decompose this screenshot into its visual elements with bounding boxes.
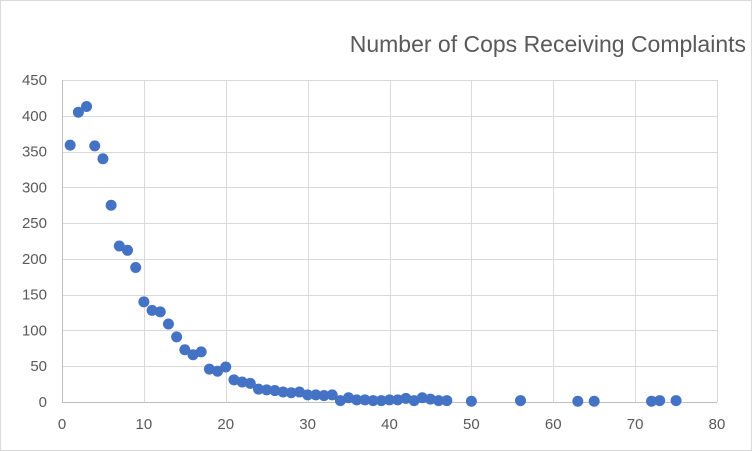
x-tick-label: 20 (217, 416, 234, 433)
x-tick-label: 60 (545, 416, 562, 433)
data-point (375, 395, 387, 407)
x-tick-label: 0 (58, 416, 66, 433)
data-point (72, 106, 84, 118)
data-point (424, 393, 436, 405)
data-point (670, 395, 682, 407)
data-point (154, 306, 166, 318)
data-point (359, 394, 371, 406)
data-point (269, 385, 281, 397)
data-point (646, 395, 657, 407)
data-point (367, 395, 379, 407)
y-tick-label: 350 (22, 144, 47, 161)
data-point (113, 240, 125, 252)
data-point (441, 395, 453, 407)
y-tick-label: 450 (22, 72, 47, 89)
data-point (433, 395, 445, 407)
data-point (171, 331, 183, 343)
y-tick-label: 150 (22, 287, 47, 304)
data-point (654, 395, 666, 407)
data-point (105, 199, 117, 211)
data-point (195, 346, 207, 358)
x-tick-label: 70 (627, 416, 644, 433)
x-tick-label: 30 (299, 416, 316, 433)
data-points (64, 100, 682, 407)
data-point (138, 296, 150, 308)
y-tick-label: 0 (39, 394, 47, 411)
x-tick-label: 10 (136, 416, 153, 433)
data-point (64, 139, 76, 151)
data-point (277, 386, 289, 398)
data-point (261, 384, 273, 396)
data-point (572, 395, 584, 407)
data-point (302, 389, 314, 401)
data-point (253, 383, 264, 395)
data-point (416, 392, 428, 404)
data-point (162, 318, 174, 330)
data-point (515, 395, 526, 407)
chart-title: Number of Cops Receiving Complaints (350, 31, 746, 57)
x-tick-label: 50 (463, 416, 480, 433)
data-point (244, 377, 256, 389)
data-point (326, 389, 338, 401)
data-point (212, 365, 224, 377)
axes (62, 80, 717, 403)
data-point (179, 344, 191, 356)
y-tick-label: 50 (30, 358, 47, 375)
x-tick-label: 40 (381, 416, 398, 433)
data-point (220, 361, 232, 373)
data-point (285, 387, 297, 399)
data-point (122, 244, 133, 256)
y-tick-label: 200 (22, 251, 47, 268)
data-point (392, 394, 404, 406)
data-point (97, 153, 109, 165)
data-point (384, 394, 395, 406)
data-point (465, 395, 477, 407)
y-tick-label: 250 (22, 215, 47, 232)
data-point (89, 140, 101, 152)
y-tick-label: 100 (22, 322, 47, 339)
y-tick-label: 400 (22, 108, 47, 125)
tick-labels: 0 50 100 150 200 250 300 350 400 450 0 10 20 30 40 50 60… (22, 72, 725, 433)
data-point (81, 100, 93, 112)
y-tick-label: 300 (22, 179, 47, 196)
gridlines (62, 80, 718, 402)
data-point (130, 261, 142, 273)
data-point (351, 394, 363, 406)
data-point (318, 390, 330, 402)
data-point (588, 395, 600, 407)
data-point (236, 376, 248, 388)
data-point (310, 389, 322, 401)
data-point (146, 304, 158, 316)
x-tick-label: 80 (709, 416, 726, 433)
